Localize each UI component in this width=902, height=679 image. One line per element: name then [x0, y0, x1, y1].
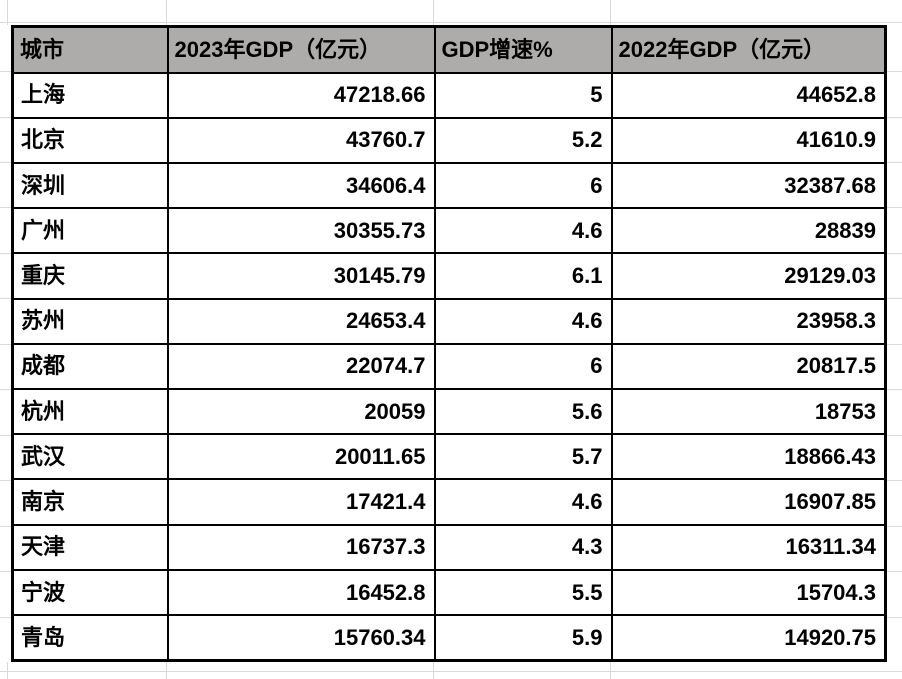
growth-cell[interactable]: 4.6 [433, 297, 613, 345]
gdp-2023-cell[interactable]: 16737.3 [166, 523, 436, 571]
growth-cell[interactable]: 5.7 [433, 433, 613, 481]
grid-line [610, 0, 611, 25]
gdp-2022-cell[interactable]: 14920.75 [610, 614, 887, 662]
grid-line [610, 662, 611, 679]
gdp-2022-cell[interactable]: 16311.34 [610, 523, 887, 571]
grid-line [0, 526, 11, 527]
table-row: 宁波 16452.8 5.5 15704.3 [11, 568, 887, 617]
gdp-2022-cell[interactable]: 32387.68 [610, 161, 887, 210]
gdp-2023-cell[interactable]: 16452.8 [166, 568, 436, 617]
grid-line [0, 71, 11, 72]
growth-cell[interactable]: 4.3 [433, 523, 613, 571]
grid-line [433, 0, 434, 25]
growth-cell[interactable]: 4.6 [433, 207, 613, 255]
grid-line [0, 480, 11, 481]
grid-line [0, 117, 11, 118]
gdp-2022-cell[interactable]: 41610.9 [610, 116, 887, 164]
city-cell[interactable]: 天津 [11, 523, 169, 571]
city-cell[interactable]: 苏州 [11, 297, 169, 345]
gdp-2023-cell[interactable]: 17421.4 [166, 478, 436, 526]
city-cell[interactable]: 宁波 [11, 568, 169, 617]
city-cell[interactable]: 重庆 [11, 252, 169, 300]
table-row: 上海 47218.66 5 44652.8 [11, 71, 887, 119]
grid-line [0, 253, 11, 254]
grid-line [7, 0, 8, 25]
city-cell[interactable]: 广州 [11, 207, 169, 255]
city-cell[interactable]: 杭州 [11, 388, 169, 436]
gdp-2023-cell[interactable]: 20059 [166, 388, 436, 436]
table-row: 北京 43760.7 5.2 41610.9 [11, 116, 887, 164]
gdp-table: 城市 2023年GDP（亿元） GDP增速% 2022年GDP（亿元） 上海 47… [11, 25, 887, 662]
table-row: 南京 17421.4 4.6 16907.85 [11, 478, 887, 526]
grid-line [0, 671, 902, 672]
gdp-2023-cell[interactable]: 15760.34 [166, 614, 436, 662]
growth-cell[interactable]: 5.2 [433, 116, 613, 164]
header-cell-growth[interactable]: GDP增速% [433, 25, 613, 74]
gdp-2023-cell[interactable]: 22074.7 [166, 342, 436, 391]
gdp-2022-cell[interactable]: 18753 [610, 388, 887, 436]
city-cell[interactable]: 青岛 [11, 614, 169, 662]
table-row: 苏州 24653.4 4.6 23958.3 [11, 297, 887, 345]
gdp-2022-cell[interactable]: 18866.43 [610, 433, 887, 481]
gdp-2023-cell[interactable]: 20011.65 [166, 433, 436, 481]
gdp-2022-cell[interactable]: 16907.85 [610, 478, 887, 526]
table-row: 武汉 20011.65 5.7 18866.43 [11, 433, 887, 481]
gdp-2022-cell[interactable]: 44652.8 [610, 71, 887, 119]
table-row: 成都 22074.7 6 20817.5 [11, 342, 887, 391]
growth-cell[interactable]: 4.6 [433, 478, 613, 526]
table-row: 深圳 34606.4 6 32387.68 [11, 161, 887, 210]
table-row: 天津 16737.3 4.3 16311.34 [11, 523, 887, 571]
grid-line [0, 344, 11, 345]
table-body: 上海 47218.66 5 44652.8 北京 43760.7 5.2 41610.9 深圳 3… [11, 71, 887, 662]
gdp-2023-cell[interactable]: 24653.4 [166, 297, 436, 345]
grid-line [0, 617, 11, 618]
gdp-2023-cell[interactable]: 30145.79 [166, 252, 436, 300]
growth-cell[interactable]: 5.6 [433, 388, 613, 436]
grid-line [0, 571, 11, 572]
city-cell[interactable]: 深圳 [11, 161, 169, 210]
city-cell[interactable]: 上海 [11, 71, 169, 119]
table-row: 重庆 30145.79 6.1 29129.03 [11, 252, 887, 300]
city-cell[interactable]: 南京 [11, 478, 169, 526]
growth-cell[interactable]: 6 [433, 342, 613, 391]
header-row: 城市 2023年GDP（亿元） GDP增速% 2022年GDP（亿元） [11, 25, 887, 74]
gdp-2023-cell[interactable]: 43760.7 [166, 116, 436, 164]
gdp-2023-cell[interactable]: 47218.66 [166, 71, 436, 119]
grid-line [166, 0, 167, 25]
gdp-2022-cell[interactable]: 28839 [610, 207, 887, 255]
gdp-2023-cell[interactable]: 34606.4 [166, 161, 436, 210]
grid-line [433, 662, 434, 679]
table-row: 杭州 20059 5.6 18753 [11, 388, 887, 436]
grid-line [166, 662, 167, 679]
gdp-2022-cell[interactable]: 15704.3 [610, 568, 887, 617]
growth-cell[interactable]: 5.9 [433, 614, 613, 662]
gdp-2022-cell[interactable]: 29129.03 [610, 252, 887, 300]
city-cell[interactable]: 武汉 [11, 433, 169, 481]
header-cell-gdp-2022[interactable]: 2022年GDP（亿元） [610, 25, 887, 74]
grid-line [0, 435, 11, 436]
city-cell[interactable]: 成都 [11, 342, 169, 391]
header-cell-gdp-2023[interactable]: 2023年GDP（亿元） [166, 25, 436, 74]
gdp-2022-cell[interactable]: 20817.5 [610, 342, 887, 391]
growth-cell[interactable]: 6 [433, 161, 613, 210]
gdp-2023-cell[interactable]: 30355.73 [166, 207, 436, 255]
growth-cell[interactable]: 5 [433, 71, 613, 119]
header-cell-city[interactable]: 城市 [11, 25, 169, 74]
grid-line [0, 389, 11, 390]
grid-line [0, 162, 11, 163]
grid-line [0, 22, 902, 23]
gdp-2022-cell[interactable]: 23958.3 [610, 297, 887, 345]
grid-line [0, 207, 11, 208]
table-row: 广州 30355.73 4.6 28839 [11, 207, 887, 255]
table-row: 青岛 15760.34 5.9 14920.75 [11, 614, 887, 662]
growth-cell[interactable]: 5.5 [433, 568, 613, 617]
city-cell[interactable]: 北京 [11, 116, 169, 164]
growth-cell[interactable]: 6.1 [433, 252, 613, 300]
grid-line [0, 298, 11, 299]
grid-line [7, 662, 8, 679]
